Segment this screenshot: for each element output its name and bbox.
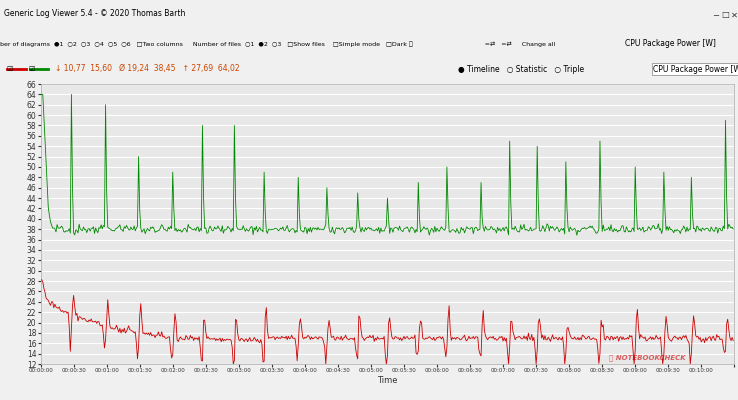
Text: ✕: ✕ [731, 10, 738, 20]
Text: ─: ─ [714, 10, 718, 20]
Text: CPU Package Power [W]: CPU Package Power [W] [625, 40, 716, 48]
Text: ☑: ☑ [6, 66, 12, 72]
Text: CPU Package Power [W]: CPU Package Power [W] [653, 64, 738, 74]
Text: ● Timeline   ○ Statistic   ○ Triple: ● Timeline ○ Statistic ○ Triple [458, 64, 584, 74]
Text: 🔴 NOTEBOOKCHECK: 🔴 NOTEBOOKCHECK [610, 354, 686, 361]
X-axis label: Time: Time [377, 376, 398, 385]
Text: ↓ 10,77  15,60   Ø 19,24  38,45   ↑ 27,69  64,02: ↓ 10,77 15,60 Ø 19,24 38,45 ↑ 27,69 64,0… [55, 64, 240, 74]
Text: ☑: ☑ [28, 66, 34, 72]
Text: Generic Log Viewer 5.4 - © 2020 Thomas Barth: Generic Log Viewer 5.4 - © 2020 Thomas B… [4, 9, 185, 18]
Text: □: □ [721, 10, 728, 20]
Text: ber of diagrams  ●1  ○2  ○3  ○4  ○5  ○6   □Two columns     Number of files  ○1  : ber of diagrams ●1 ○2 ○3 ○4 ○5 ○6 □Two c… [0, 41, 555, 47]
